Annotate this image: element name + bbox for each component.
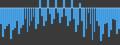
Bar xyxy=(0,8,2,24)
Bar xyxy=(22,8,24,25)
Bar xyxy=(100,8,102,41)
Bar xyxy=(53,8,55,19)
Bar xyxy=(98,8,100,26)
Bar xyxy=(106,8,108,23)
Bar xyxy=(51,8,53,24)
Bar xyxy=(2,8,4,37)
Bar xyxy=(79,3,81,8)
Bar xyxy=(102,8,104,34)
Bar xyxy=(94,8,96,32)
Bar xyxy=(65,8,67,16)
Bar xyxy=(27,8,28,32)
Bar xyxy=(4,8,6,29)
Bar xyxy=(63,0,65,8)
Bar xyxy=(71,0,73,8)
Bar xyxy=(14,8,16,28)
Bar xyxy=(59,8,61,23)
Bar xyxy=(43,8,45,26)
Bar xyxy=(75,8,77,32)
Bar xyxy=(16,8,18,21)
Bar xyxy=(12,8,14,30)
Bar xyxy=(31,8,32,21)
Bar xyxy=(6,8,8,26)
Bar xyxy=(24,8,26,19)
Bar xyxy=(37,8,39,24)
Bar xyxy=(77,8,79,25)
Bar xyxy=(8,8,10,24)
Bar xyxy=(88,8,89,13)
Bar xyxy=(108,8,110,37)
Bar xyxy=(20,8,22,28)
Bar xyxy=(104,8,106,24)
Bar xyxy=(41,8,43,16)
Bar xyxy=(86,8,87,29)
Bar xyxy=(18,8,20,34)
Bar xyxy=(61,8,63,17)
Bar xyxy=(33,8,34,17)
Bar xyxy=(10,8,12,39)
Bar xyxy=(35,8,36,29)
Bar xyxy=(69,8,71,21)
Bar xyxy=(90,8,91,24)
Bar xyxy=(114,8,116,20)
Bar xyxy=(29,8,30,26)
Bar xyxy=(57,8,59,13)
Bar xyxy=(39,0,41,8)
Bar xyxy=(96,8,98,21)
Bar xyxy=(47,0,49,8)
Bar xyxy=(73,8,75,19)
Bar xyxy=(67,8,69,26)
Bar xyxy=(110,8,112,30)
Bar xyxy=(55,0,57,8)
Bar xyxy=(81,8,83,21)
Bar xyxy=(112,8,114,19)
Bar xyxy=(92,8,93,40)
Bar xyxy=(84,8,85,37)
Bar xyxy=(45,8,47,21)
Bar xyxy=(118,8,120,29)
Bar xyxy=(116,8,118,34)
Bar xyxy=(49,8,51,14)
